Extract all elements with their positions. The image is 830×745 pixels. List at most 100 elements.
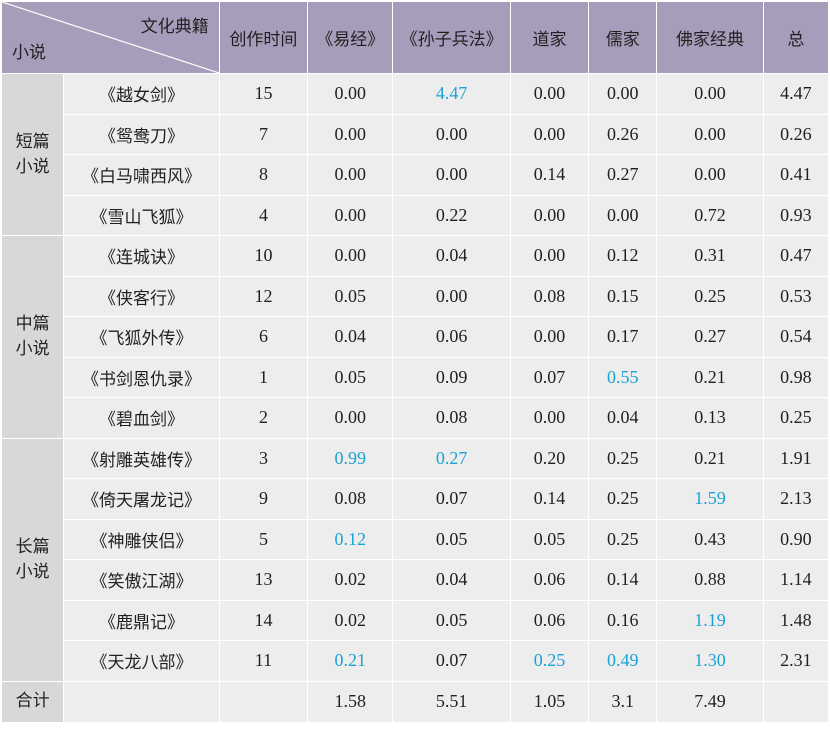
total-value-cell: 0.53 xyxy=(762,275,830,317)
novel-title: 《神雕侠侣》 xyxy=(90,531,193,552)
header-row: 文化典籍 小说 创作时间 《易经》 《孙子兵法》 道家 儒家 佛家经典 总 xyxy=(1,1,830,74)
total-row: 合计 1.58 5.51 1.05 3.1 7.49 xyxy=(0,680,830,723)
novel-title: 《书剑恩仇录》 xyxy=(82,369,201,390)
group-label-cell: 长篇小说 xyxy=(0,437,65,682)
value-cell: 0.99 xyxy=(307,437,394,479)
group-label-cell: 中篇小说 xyxy=(0,235,65,439)
novel-title-cell: 《神雕侠侣》 xyxy=(63,518,220,560)
creation-time-cell: 14 xyxy=(218,599,309,641)
table-row: 《侠客行》 12 0.05 0.00 0.08 0.15 0.25 0.53 xyxy=(2,275,830,317)
value-cell: 0.00 xyxy=(392,154,511,196)
novel-title-cell: 《鹿鼎记》 xyxy=(63,599,220,641)
value-cell: 0.27 xyxy=(392,437,511,479)
creation-time-cell: 13 xyxy=(218,559,309,601)
column-header-fojia: 佛家经典 xyxy=(656,1,764,74)
total-value-cell: 0.47 xyxy=(762,235,830,277)
total-value-cell: 0.54 xyxy=(762,316,830,358)
value-cell: 0.25 xyxy=(588,478,658,520)
value-cell: 0.00 xyxy=(509,113,590,155)
table-row: 《笑傲江湖》 13 0.02 0.04 0.06 0.14 0.88 1.14 xyxy=(2,559,830,601)
creation-time-cell: 5 xyxy=(218,518,309,560)
total-row-value-cell: 1.58 xyxy=(307,680,394,723)
novel-title-cell: 《飞狐外传》 xyxy=(63,316,220,358)
creation-time-cell: 7 xyxy=(218,113,309,155)
value-cell: 0.05 xyxy=(392,599,511,641)
novel-title: 《鹿鼎记》 xyxy=(99,612,184,633)
total-value-cell: 1.91 xyxy=(762,437,830,479)
value-cell: 0.00 xyxy=(307,154,394,196)
value-cell: 0.17 xyxy=(588,316,658,358)
column-header-daojia: 道家 xyxy=(509,1,590,74)
total-row-value-cell: 3.1 xyxy=(588,680,658,723)
value-cell: 0.05 xyxy=(307,275,394,317)
value-cell: 0.04 xyxy=(588,397,658,439)
novel-title-cell: 《越女剑》 xyxy=(63,73,220,115)
value-cell: 0.00 xyxy=(392,275,511,317)
value-cell: 0.02 xyxy=(307,559,394,601)
novel-title: 《连城诀》 xyxy=(99,248,184,269)
value-cell: 0.49 xyxy=(588,640,658,682)
value-cell: 0.25 xyxy=(588,437,658,479)
novel-title: 《鸳鸯刀》 xyxy=(99,126,184,147)
value-cell: 1.19 xyxy=(656,599,764,641)
novel-title: 《射雕英雄传》 xyxy=(82,450,201,471)
total-value-cell: 2.13 xyxy=(762,478,830,520)
novel-title-cell: 《射雕英雄传》 xyxy=(63,437,220,479)
value-cell: 0.25 xyxy=(509,640,590,682)
creation-time-cell: 8 xyxy=(218,154,309,196)
creation-time-cell: 15 xyxy=(218,73,309,115)
novel-title-cell: 《书剑恩仇录》 xyxy=(63,356,220,398)
value-cell: 1.59 xyxy=(656,478,764,520)
value-cell: 0.21 xyxy=(656,437,764,479)
novel-title: 《越女剑》 xyxy=(99,86,184,107)
value-cell: 0.07 xyxy=(392,478,511,520)
corner-label-top: 文化典籍 xyxy=(140,17,209,37)
novel-title-cell: 《连城诀》 xyxy=(63,235,220,277)
novel-title: 《雪山飞狐》 xyxy=(90,207,193,228)
value-cell: 0.08 xyxy=(509,275,590,317)
novel-title: 《飞狐外传》 xyxy=(90,329,193,350)
value-cell: 0.22 xyxy=(392,194,511,236)
total-value-cell: 1.14 xyxy=(762,559,830,601)
value-cell: 0.14 xyxy=(588,559,658,601)
value-cell: 0.06 xyxy=(509,559,590,601)
table-row: 短篇小说 《越女剑》 15 0.00 4.47 0.00 0.00 0.00 4.47 xyxy=(0,73,830,236)
table-row: 《倚天屠龙记》 9 0.08 0.07 0.14 0.25 1.59 2.13 xyxy=(2,478,830,520)
value-cell: 0.25 xyxy=(656,275,764,317)
value-cell: 0.00 xyxy=(307,235,394,277)
table-row: 《鹿鼎记》 14 0.02 0.05 0.06 0.16 1.19 1.48 xyxy=(2,599,830,641)
total-value-cell: 0.26 xyxy=(762,113,830,155)
value-cell: 1.30 xyxy=(656,640,764,682)
novel-title-cell: 《笑傲江湖》 xyxy=(63,559,220,601)
table-row: 长篇小说 《射雕英雄传》 3 0.99 0.27 0.20 0.25 0.21 1.91 xyxy=(0,437,830,682)
value-cell: 4.47 xyxy=(392,73,511,115)
value-cell: 0.00 xyxy=(509,235,590,277)
total-value-cell: 2.31 xyxy=(762,640,830,682)
novel-title-cell: 《倚天屠龙记》 xyxy=(63,478,220,520)
value-cell: 0.14 xyxy=(509,478,590,520)
total-row-value-cell xyxy=(762,680,830,723)
value-cell: 0.88 xyxy=(656,559,764,601)
value-cell: 0.27 xyxy=(588,154,658,196)
diagonal-divider xyxy=(2,2,219,73)
value-cell: 0.05 xyxy=(392,518,511,560)
column-header-sunzi: 《孙子兵法》 xyxy=(392,1,511,74)
group-label-cell: 短篇小说 xyxy=(0,73,65,236)
value-cell: 0.16 xyxy=(588,599,658,641)
total-value-cell: 0.90 xyxy=(762,518,830,560)
total-value-cell: 0.98 xyxy=(762,356,830,398)
total-row-value-cell: 5.51 xyxy=(392,680,511,723)
value-cell: 0.00 xyxy=(307,397,394,439)
table-row: 《雪山飞狐》 4 0.00 0.22 0.00 0.00 0.72 0.93 xyxy=(2,194,830,236)
creation-time-cell: 2 xyxy=(218,397,309,439)
group-label: 长篇小说 xyxy=(15,536,50,582)
value-cell: 0.25 xyxy=(588,518,658,560)
value-cell: 0.72 xyxy=(656,194,764,236)
value-cell: 0.04 xyxy=(307,316,394,358)
value-cell: 0.00 xyxy=(656,73,764,115)
value-cell: 0.20 xyxy=(509,437,590,479)
value-cell: 0.55 xyxy=(588,356,658,398)
corner-label-bottom: 小说 xyxy=(12,43,46,63)
value-cell: 0.00 xyxy=(656,113,764,155)
value-cell: 0.04 xyxy=(392,235,511,277)
